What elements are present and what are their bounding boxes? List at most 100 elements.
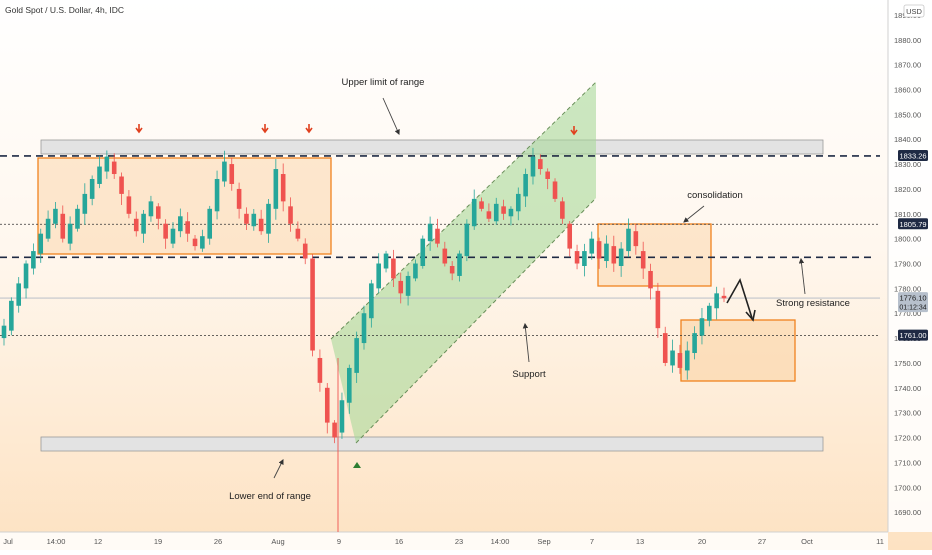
x-tick-label: 16 [395,537,403,546]
price-scale-panel [888,0,932,532]
candle-body [435,228,440,244]
lower-end-pointer [273,459,284,479]
candle-body [273,169,279,209]
price-badge [898,292,928,313]
level-lines [0,155,880,337]
chart-title: Gold Spot / U.S. Dollar, 4h, IDC [5,5,124,15]
candle-body [38,233,44,254]
y-tick-label: 1710.00 [894,458,921,467]
resistance-pointer [798,257,806,295]
candle-body [361,313,367,344]
candle-body [339,400,345,433]
projection-line[interactable] [726,278,753,319]
annotation-consolidation: consolidation [687,190,742,201]
price-axis[interactable]: 1690.00 1700.00 1710.00 1720.00 1730.00 1740.… [894,11,921,517]
annotation-strong-resistance: Strong resistance [776,298,850,309]
candle-body [251,213,257,227]
candle-body [266,203,271,234]
candle-body [633,231,639,247]
candle-body [192,238,198,247]
candle-body [170,228,176,244]
x-tick-label: 9 [337,537,341,546]
currency-label: USD [906,7,922,16]
ascending-channel[interactable] [331,82,596,443]
currency-badge[interactable]: USD [903,4,925,18]
y-tick-label: 1770.00 [894,309,921,318]
candle-body [413,263,418,279]
x-tick-label: 23 [455,537,463,546]
y-tick-label: 1750.00 [894,359,921,368]
candle-body [280,174,286,202]
candle-body [141,213,146,234]
y-tick-label: 1860.00 [894,85,921,94]
candle-body [104,156,110,172]
candle-body [464,223,470,257]
candle-body [501,206,506,214]
down-arrow-icon [261,124,269,134]
annotation-pointers [273,97,806,479]
price-badge-value: 1776.10 [899,294,926,303]
annotation-upper-limit: Upper limit of range [342,77,425,88]
time-axis[interactable]: Jul 14:00 12 19 26 Aug 9 16 23 14:00 Sep 7 13 20 27 Oct… [3,537,884,546]
candle-body [471,198,477,227]
candle-body [618,248,624,266]
lower-range-band[interactable] [40,436,824,452]
x-tick-label: 14:00 [47,537,66,546]
candle-body [714,293,719,309]
y-tick-label: 1840.00 [894,135,921,144]
upper-limit-pointer [382,97,400,135]
candle-body [457,253,462,276]
candle-body [560,201,565,219]
candle-body [133,218,139,232]
candle-body [60,213,66,239]
candle-body [126,196,132,214]
upper-range-band[interactable] [40,139,824,155]
down-arrow-icon [135,124,143,134]
candle-body [391,258,396,279]
candle-body [317,357,323,383]
candle-body [310,258,315,351]
price-badge [898,329,928,341]
candle-body [16,283,21,306]
candle-body [67,223,73,244]
demand-zone-box[interactable] [680,319,796,382]
candle-body [662,333,668,363]
candle-body [200,236,205,249]
candle-body [420,238,426,266]
channel-lower-line[interactable] [355,197,597,444]
candle-body [648,270,653,289]
x-tick-label: 13 [636,537,644,546]
consolidation-box[interactable] [597,223,712,287]
candle-body [611,246,617,264]
candles-layer [1,147,727,532]
candle-body [699,318,705,336]
candle-body [523,174,528,197]
candle-body [442,248,448,264]
annotation-lower-end: Lower end of range [229,491,311,502]
candle-body [655,290,661,329]
candle-body [552,181,558,199]
y-tick-label: 1810.00 [894,210,921,219]
candle-body [89,178,95,199]
candle-body [332,422,337,438]
price-badge-value: 1833.26 [899,151,926,160]
y-tick-label: 1880.00 [894,36,921,45]
range-box-july[interactable] [37,157,332,255]
candle-body [324,387,330,423]
channel-upper-line[interactable] [330,81,597,340]
down-arrow-icon [305,124,313,134]
annotation-support: Support [512,369,546,380]
candle-body [258,218,264,232]
x-tick-label: Jul [3,537,13,546]
price-badge [898,149,928,161]
price-badge [898,218,928,230]
candle-body [155,206,161,219]
price-badge-value: 1805.79 [899,220,926,229]
x-tick-label: 11 [876,537,884,546]
drawings-layer [37,81,824,452]
candle-body [111,161,117,175]
y-tick-label: 1850.00 [894,110,921,119]
x-tick-label: 14:00 [491,537,510,546]
